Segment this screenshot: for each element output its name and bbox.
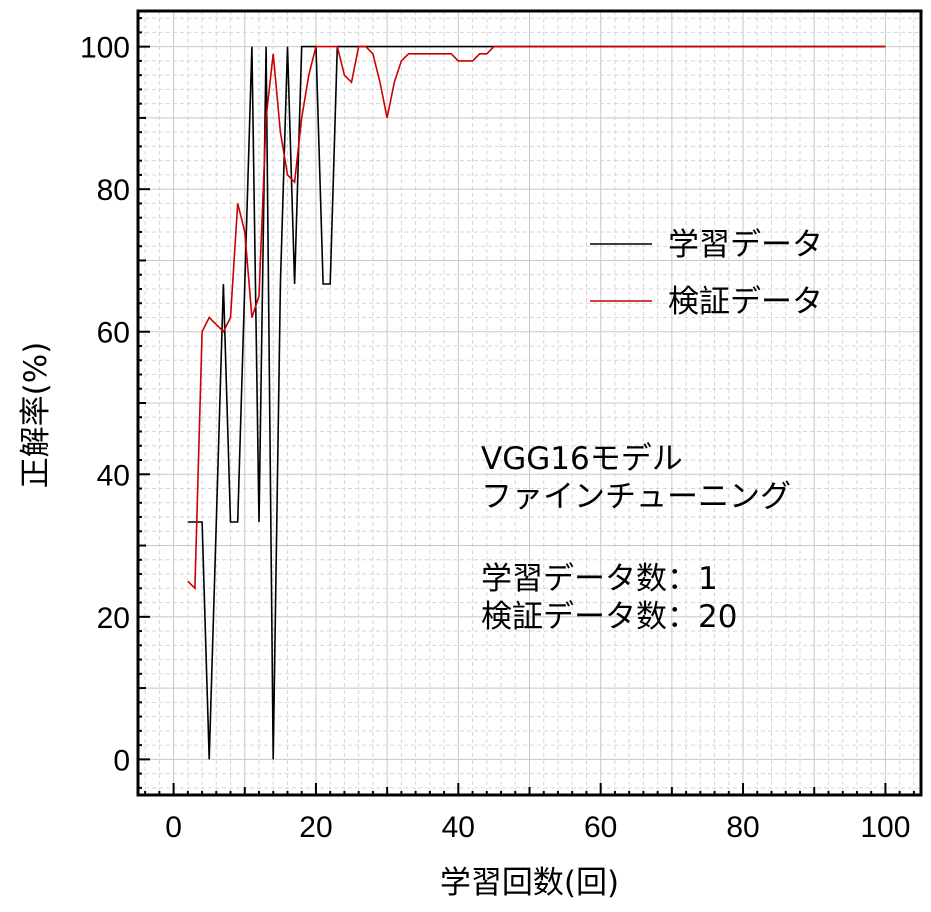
x-tick-label: 20 bbox=[299, 811, 332, 844]
y-tick-label: 20 bbox=[97, 602, 130, 635]
x-tick-label: 80 bbox=[726, 811, 759, 844]
x-axis-ticks bbox=[144, 783, 915, 795]
annotation-block: VGG16モデル ファインチューニング 学習データ数：1 検証データ数：20 bbox=[481, 441, 791, 635]
y-tick-label: 60 bbox=[97, 317, 130, 350]
x-axis-title: 学習回数(回) bbox=[440, 865, 619, 901]
x-tick-label: 0 bbox=[165, 811, 182, 844]
x-tick-label: 60 bbox=[584, 811, 617, 844]
major-grid bbox=[138, 11, 921, 795]
y-tick-label: 0 bbox=[113, 744, 130, 777]
series-line-0 bbox=[187, 45, 886, 760]
x-tick-label: 40 bbox=[442, 811, 475, 844]
annotation-train-count: 学習データ数：1 bbox=[481, 561, 718, 597]
y-tick-label: 40 bbox=[97, 459, 130, 492]
y-axis-tick-labels: 0 20 40 60 80 100 bbox=[80, 32, 130, 778]
legend-label-validation: 検証データ bbox=[668, 284, 823, 320]
y-axis-title: 正解率(%) bbox=[18, 342, 54, 489]
series-layer bbox=[187, 45, 886, 760]
y-tick-label: 80 bbox=[97, 174, 130, 207]
x-tick-label: 100 bbox=[860, 811, 910, 844]
annotation-model: VGG16モデル bbox=[481, 441, 683, 477]
y-tick-label: 100 bbox=[80, 32, 130, 65]
legend-label-training: 学習データ bbox=[668, 227, 823, 263]
legend: 学習データ 検証データ bbox=[590, 227, 823, 320]
annotation-val-count: 検証データ数：20 bbox=[481, 599, 737, 635]
x-axis-tick-labels: 0 20 40 60 80 100 bbox=[165, 811, 910, 844]
annotation-method: ファインチューニング bbox=[481, 479, 791, 515]
y-axis-ticks bbox=[138, 17, 150, 789]
series-line-1 bbox=[187, 45, 886, 591]
